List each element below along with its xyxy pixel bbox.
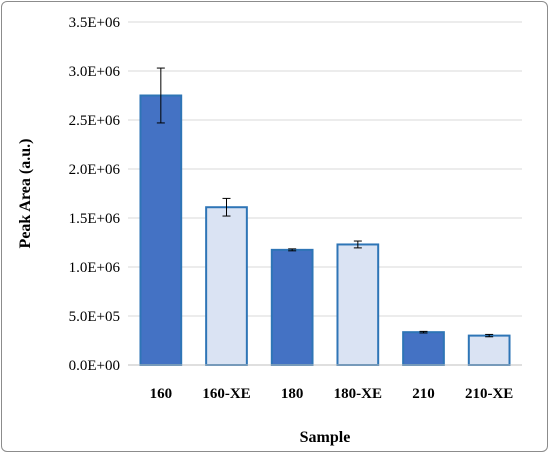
y-tick-label: 1.0E+06 — [69, 260, 121, 276]
bars — [139, 94, 511, 367]
gridlines — [128, 21, 522, 317]
error-bar-160-XE — [222, 197, 231, 217]
bar-210 — [402, 331, 445, 367]
x-tick-label: 160-XE — [202, 386, 250, 402]
error-bar-180-XE — [353, 240, 362, 249]
y-axis-title: Peak Area (a.u.) — [17, 139, 34, 249]
bar-180-XE — [336, 243, 380, 367]
error-bar-180 — [288, 248, 297, 252]
y-tick-label: 2.5E+06 — [69, 113, 121, 129]
y-tick-label: 0.0E+00 — [69, 358, 120, 374]
x-tick-label: 180-XE — [334, 386, 382, 402]
x-axis-category-labels: 160 160-XE 180 180-XE 210 210-XE — [150, 386, 514, 402]
x-tick-label: 210 — [412, 386, 435, 402]
bar-180 — [270, 248, 314, 367]
x-tick-label: 160 — [150, 386, 173, 402]
x-axis-title: Sample — [300, 429, 351, 446]
y-axis-tick-labels: 0.0E+00 5.0E+05 1.0E+06 1.5E+06 2.0E+06 2.5E+… — [69, 15, 121, 374]
error-bars — [156, 67, 494, 338]
bar-160 — [139, 94, 183, 366]
error-bar-160 — [156, 67, 165, 124]
bar-160-XE — [205, 206, 248, 366]
y-tick-label: 2.0E+06 — [69, 162, 121, 178]
x-tick-label: 180 — [281, 386, 304, 402]
error-bar-210-XE — [485, 333, 494, 338]
bar-210-XE — [467, 334, 511, 367]
y-tick-label: 5.0E+05 — [69, 309, 120, 325]
x-tick-label: 210-XE — [465, 386, 513, 402]
y-tick-label: 3.5E+06 — [69, 15, 121, 31]
y-tick-label: 1.5E+06 — [69, 211, 121, 227]
error-bar-210 — [419, 330, 428, 334]
y-tick-label: 3.0E+06 — [69, 64, 121, 80]
